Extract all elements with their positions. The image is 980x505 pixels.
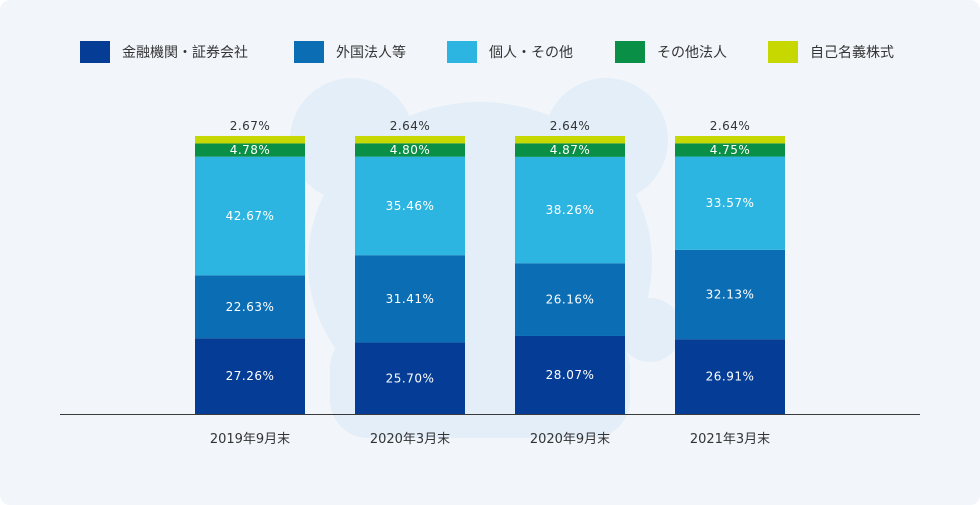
bar-segment — [515, 136, 625, 144]
bar-segment — [675, 156, 785, 250]
x-tick-label: 2019年9月末 — [210, 432, 290, 447]
legend-label: 外国法人等 — [336, 45, 406, 61]
bar-segment — [195, 135, 305, 144]
bar-segment — [195, 275, 305, 339]
data-label: 38.26% — [546, 203, 595, 217]
data-label: 32.13% — [706, 288, 755, 302]
data-label: 4.87% — [550, 143, 591, 157]
legend-label: 個人・その他 — [489, 45, 573, 61]
data-label: 2.64% — [550, 119, 591, 133]
data-label: 33.57% — [706, 196, 755, 210]
bar-segment — [195, 143, 305, 157]
data-label: 26.91% — [706, 370, 755, 384]
legend-swatch — [447, 41, 477, 63]
data-label: 35.46% — [386, 199, 435, 213]
bar-segment — [515, 263, 625, 336]
bar-segment — [195, 156, 305, 276]
bar-segment — [195, 338, 305, 414]
legend-label: その他法人 — [657, 45, 727, 61]
data-label: 2.67% — [230, 119, 271, 133]
legend-swatch — [768, 41, 798, 63]
bar-segment — [675, 249, 785, 340]
bar-segment — [355, 135, 465, 144]
legend-item: その他法人 — [615, 40, 727, 64]
bar-segment — [355, 255, 465, 343]
bar-segment — [515, 335, 625, 414]
data-label: 27.26% — [226, 369, 275, 383]
legend: 金融機関・証券会社 外国法人等 個人・その他 その他法人 自己名義株式 — [0, 40, 980, 64]
bar-segment — [515, 156, 625, 264]
legend-swatch — [615, 41, 645, 63]
bar-segment — [675, 339, 785, 414]
data-label: 2.64% — [710, 119, 751, 133]
bar-segment — [515, 143, 625, 157]
x-tick-label: 2021年3月末 — [690, 432, 770, 447]
x-tick-label: 2020年3月末 — [370, 432, 450, 447]
bar-segment — [675, 143, 785, 157]
legend-item: 金融機関・証券会社 — [80, 40, 248, 64]
legend-item: 自己名義株式 — [768, 40, 894, 64]
legend-item: 外国法人等 — [294, 40, 406, 64]
data-label: 25.70% — [386, 371, 435, 385]
legend-label: 金融機関・証券会社 — [122, 45, 248, 61]
data-label: 4.78% — [230, 143, 271, 157]
legend-swatch — [80, 41, 110, 63]
data-label: 28.07% — [546, 368, 595, 382]
data-label: 4.80% — [390, 143, 431, 157]
bar-segment — [355, 156, 465, 256]
data-label: 4.75% — [710, 143, 751, 157]
legend-item: 個人・その他 — [447, 40, 573, 64]
legend-label: 自己名義株式 — [810, 45, 894, 61]
legend-swatch — [294, 41, 324, 63]
data-label: 2.64% — [390, 119, 431, 133]
data-label: 42.67% — [226, 209, 275, 223]
x-tick-label: 2020年9月末 — [530, 432, 610, 447]
bar-segment — [355, 342, 465, 414]
data-label: 26.16% — [546, 293, 595, 307]
data-label: 31.41% — [386, 292, 435, 306]
bar-segment — [675, 136, 785, 144]
data-label: 22.63% — [226, 300, 275, 314]
bar-segment — [355, 143, 465, 157]
